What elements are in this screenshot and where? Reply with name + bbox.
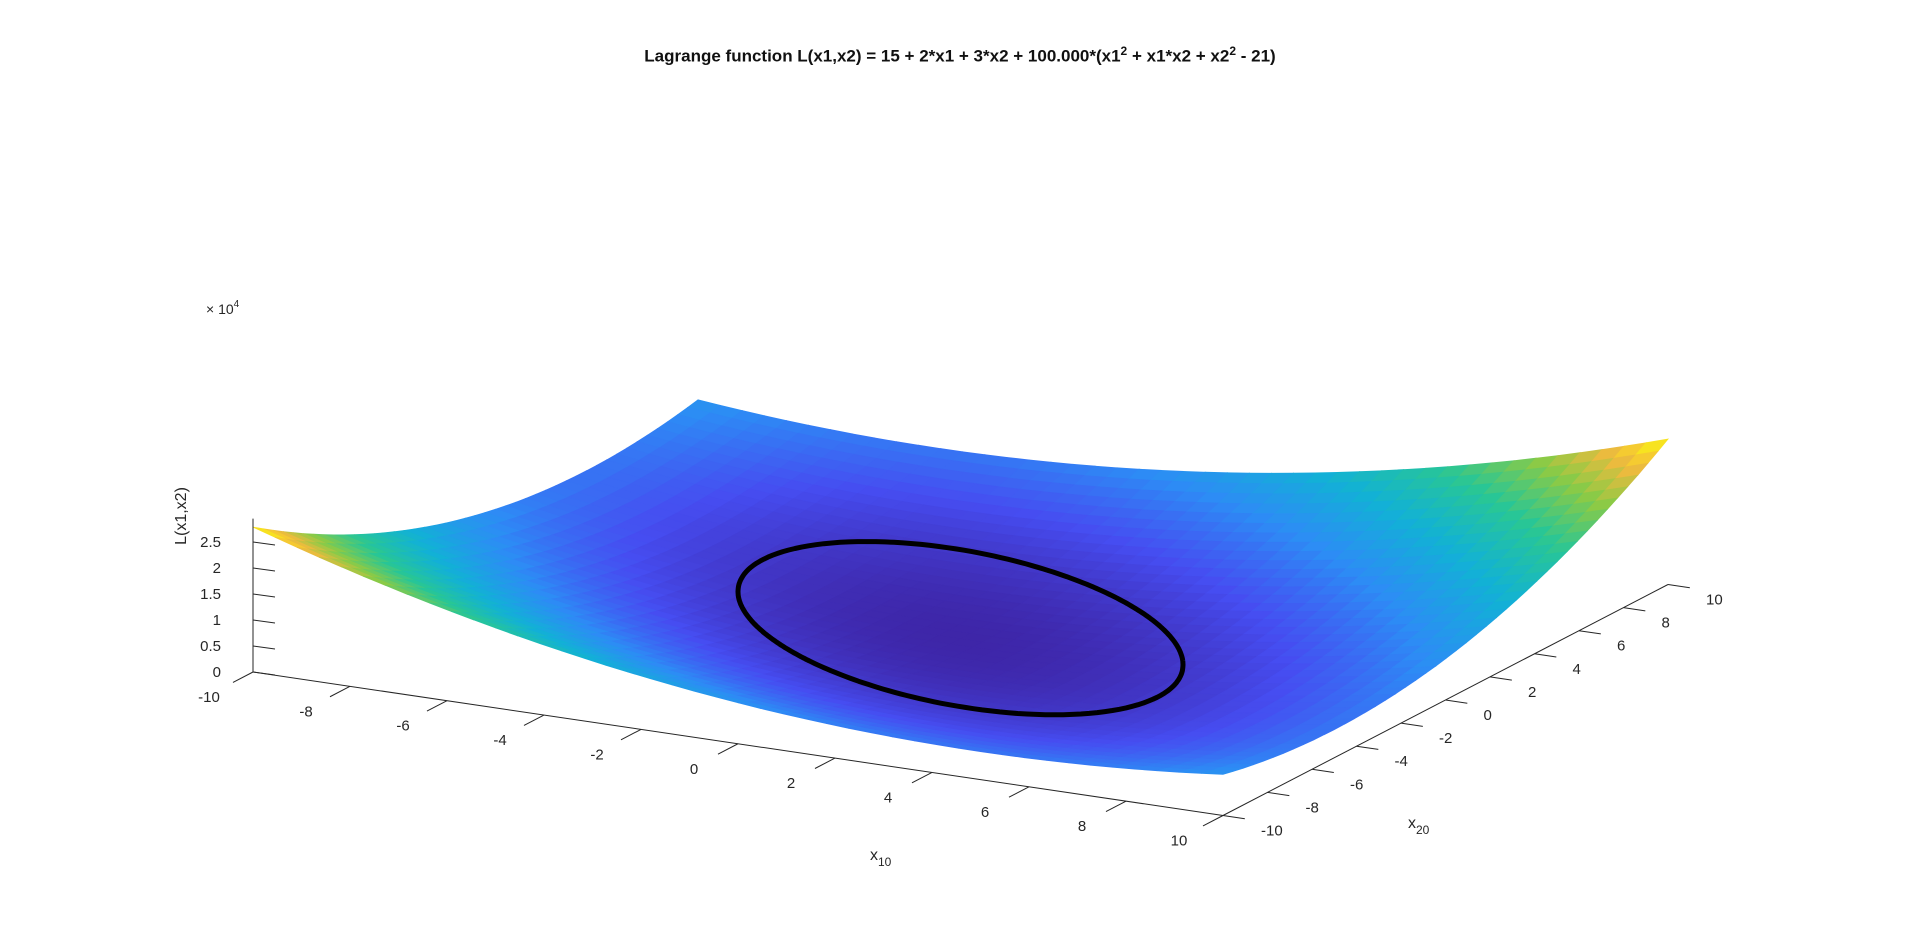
chart-title: Lagrange function L(x1,x2) = 15 + 2*x1 +…: [644, 44, 1276, 66]
z-tick: [252, 567, 276, 572]
x1-tick-label: -2: [590, 746, 603, 763]
z-tick-label: 1.5: [200, 586, 221, 603]
x2-tick-label: -8: [1306, 799, 1319, 816]
x2-tick: [1400, 722, 1423, 727]
z-tick: [252, 645, 276, 650]
x2-tick-label: 2: [1528, 684, 1536, 701]
z-tick: [252, 671, 276, 676]
x1-tick-label: 8: [1078, 818, 1086, 835]
x2-tick: [1356, 745, 1379, 750]
x2-axis-label: x20: [1408, 815, 1430, 837]
z-axis-multiplier: × 104: [206, 299, 240, 317]
x2-tick-label: -6: [1350, 776, 1363, 793]
constraint-curve: [735, 539, 1186, 718]
x2-tick: [1489, 676, 1512, 681]
z-axis-label: L(x1,x2): [173, 487, 190, 545]
x2-tick-label: -2: [1439, 730, 1452, 747]
x2-tick-label: 10: [1706, 592, 1723, 609]
x1-tick-label: -6: [396, 718, 409, 735]
x2-tick: [1267, 791, 1290, 797]
x2-tick: [1445, 699, 1468, 704]
x2-tick-label: 4: [1573, 661, 1581, 678]
surface-patch: [1200, 770, 1234, 775]
x1-tick: [1202, 815, 1224, 827]
x1-tick-label: 6: [981, 804, 989, 821]
z-tick-label: 1: [213, 612, 221, 629]
x2-tick: [1311, 768, 1334, 774]
x1-tick: [911, 772, 933, 784]
x1-tick: [232, 671, 254, 683]
x2-tick: [1534, 653, 1557, 658]
axes: -10 -8 -6 -4 -2 0 2 4 6 8 10 -10 -8 -6 -4 -2 0 2 4 6 8 10 0 0.5…: [198, 518, 1723, 850]
x1-tick: [426, 700, 448, 712]
z-tick-label: 2: [213, 560, 221, 577]
x2-tick: [1667, 584, 1690, 589]
x1-tick-label: -10: [198, 689, 220, 706]
x1-tick-label: 0: [690, 761, 698, 778]
x1-tick: [717, 743, 739, 755]
x1-axis-label: x10: [870, 847, 892, 869]
x1-tick: [620, 728, 642, 741]
x2-tick: [1623, 607, 1646, 612]
x1-tick-label: 10: [1171, 833, 1188, 850]
x1-tick-label: 2: [787, 775, 795, 792]
z-tick-label: 0.5: [200, 638, 221, 655]
x2-tick-label: -4: [1395, 753, 1408, 770]
x2-tick-label: -10: [1261, 823, 1283, 840]
z-tick: [252, 619, 276, 624]
x1-tick-label: -8: [299, 703, 312, 720]
x2-tick-label: 0: [1484, 707, 1492, 724]
x2-tick: [1578, 630, 1601, 635]
x2-tick-label: 8: [1662, 615, 1670, 632]
x1-tick-label: 4: [884, 789, 892, 806]
x1-tick: [1008, 786, 1030, 798]
x1-tick-label: -4: [493, 732, 506, 749]
x2-tick-label: 6: [1617, 638, 1625, 655]
surface-mesh: [252, 399, 1669, 775]
z-tick-label: 0: [213, 664, 221, 681]
x2-tick: [1222, 815, 1245, 820]
x1-tick: [523, 714, 545, 726]
z-tick: [252, 541, 276, 546]
z-tick: [252, 593, 276, 598]
x1-tick: [814, 757, 836, 769]
x1-tick: [329, 685, 351, 698]
x1-tick: [1105, 800, 1127, 812]
z-tick-label: 2.5: [200, 534, 221, 551]
